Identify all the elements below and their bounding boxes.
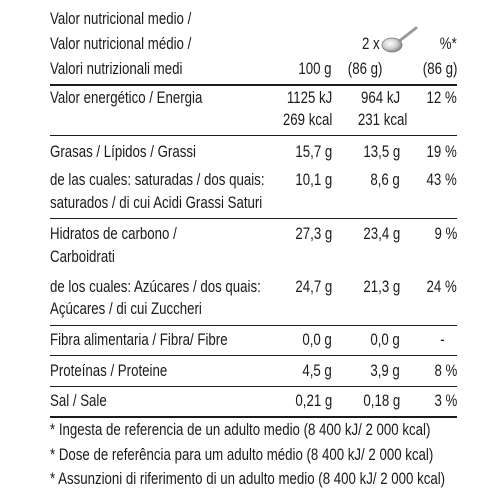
- row-carbs-v2: 23,4 g: [363, 224, 400, 243]
- row-salt-v2: 0,18 g: [363, 391, 400, 410]
- row-saturates-v1: 10,1 g: [295, 170, 332, 189]
- row-energy-v1b: 269 kcal: [282, 110, 332, 129]
- row-salt-v1: 0,21 g: [295, 391, 332, 410]
- row-fat-pct: 19 %: [426, 142, 457, 161]
- row-carbs-v1: 27,3 g: [295, 224, 332, 243]
- col-100g-header: 100 g: [298, 59, 332, 78]
- col-serving-header: (86 g): [347, 59, 382, 78]
- footnote-pt: * Dose de referência para um adulto médi…: [50, 445, 434, 464]
- spoon-icon: [381, 26, 418, 53]
- header-line-3: Valori nutrizionali medi: [50, 59, 183, 78]
- divider: [50, 416, 457, 418]
- divider: [50, 218, 457, 219]
- row-carbs-label-1: Hidratos de carbono /: [50, 224, 177, 243]
- row-salt-pct: 3 %: [434, 391, 457, 410]
- footnote-it: * Assunzioni di riferimento di un adulto…: [50, 469, 446, 488]
- row-saturates-v2: 8,6 g: [370, 170, 400, 189]
- row-saturates-pct: 43 %: [426, 170, 457, 189]
- row-fat-v1: 15,7 g: [295, 142, 332, 161]
- row-energy-v2a: 964 kJ: [360, 88, 400, 107]
- divider: [50, 325, 457, 326]
- row-sugars-pct: 24 %: [426, 277, 457, 296]
- row-energy-v1a: 1125 kJ: [286, 88, 332, 107]
- row-carbs-pct: 9 %: [434, 224, 457, 243]
- header-line-1: Valor nutricional medio /: [50, 9, 192, 28]
- row-carbs-label-2: Carboidrati: [50, 247, 115, 266]
- row-salt-label: Sal / Sale: [50, 391, 107, 410]
- row-fibre-v1: 0,0 g: [302, 330, 332, 349]
- row-fibre-v2: 0,0 g: [370, 330, 400, 349]
- header-line-2: Valor nutricional médio /: [50, 34, 192, 53]
- row-energy-pct: 12 %: [426, 88, 457, 107]
- row-sugars-v2: 21,3 g: [363, 277, 400, 296]
- divider: [50, 355, 457, 356]
- divider: [50, 84, 457, 86]
- col-serving-count: 2 x: [362, 34, 380, 53]
- divider: [50, 386, 457, 387]
- row-energy-v2b: 231 kcal: [357, 110, 407, 129]
- col-pct-header-top: %*: [440, 34, 457, 53]
- row-fibre-label: Fibra alimentaria / Fibra/ Fibre: [50, 330, 228, 349]
- row-protein-v1: 4,5 g: [302, 361, 332, 380]
- row-sugars-v1: 24,7 g: [295, 277, 332, 296]
- row-fat-label: Grasas / Lípidos / Grassi: [50, 142, 196, 161]
- row-saturates-label-2: saturados / di cui Acidi Grassi Saturi: [50, 193, 263, 212]
- row-sugars-label-1: de los cuales: Azúcares / dos quais:: [50, 277, 261, 296]
- col-pct-header: (86 g): [422, 59, 457, 78]
- row-protein-label: Proteínas / Proteine: [50, 361, 168, 380]
- row-sugars-label-2: Açúcares / di cui Zuccheri: [50, 299, 202, 318]
- divider: [50, 135, 457, 136]
- row-protein-pct: 8 %: [434, 361, 457, 380]
- row-fibre-pct: -: [440, 330, 445, 349]
- row-energy-label: Valor energético / Energia: [50, 88, 203, 107]
- row-saturates-label-1: de las cuales: saturadas / dos quais:: [50, 170, 265, 189]
- row-protein-v2: 3,9 g: [370, 361, 400, 380]
- footnote-es: * Ingesta de referencia de un adulto med…: [50, 420, 431, 439]
- row-fat-v2: 13,5 g: [363, 142, 400, 161]
